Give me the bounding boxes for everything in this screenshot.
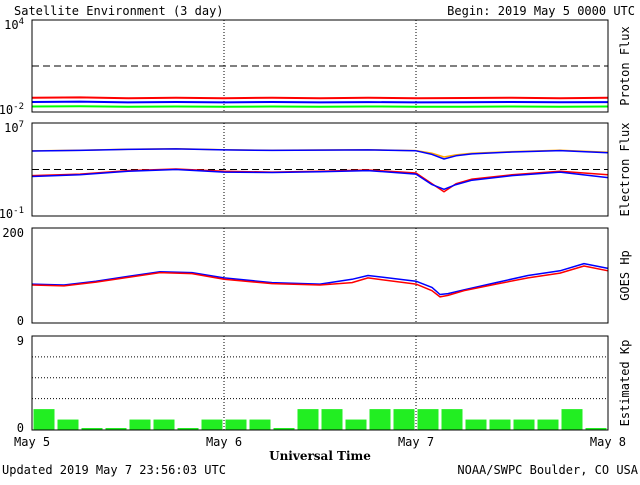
estimated-kp-bar [297, 409, 319, 430]
x-tick-label: May 8 [590, 435, 626, 449]
estimated-kp-bar [393, 409, 415, 430]
proton-flux-frame [31, 19, 609, 113]
estimated-kp-bar [57, 419, 79, 430]
estimated-kp-bar [345, 419, 367, 430]
estimated-kp-panel: 9 0 Estimated Kp [17, 334, 632, 435]
estimated-kp-label: Estimated Kp [618, 340, 632, 427]
estimated-kp-bar [273, 428, 295, 430]
estimated-kp-tick-label: 0 [17, 421, 24, 435]
electron-flux-frame [31, 122, 609, 217]
proton-flux-series-1 [31, 96, 609, 100]
estimated-kp-bar [441, 409, 463, 430]
estimated-kp-bar [489, 419, 511, 430]
estimated-kp-bar [129, 419, 151, 430]
estimated-kp-bar [201, 419, 223, 430]
updated-time: Updated 2019 May 7 23:56:03 UTC [2, 463, 226, 477]
estimated-kp-bar [417, 409, 439, 430]
proton-flux-label: Proton Flux [618, 26, 632, 105]
estimated-kp-tick-label: 9 [17, 334, 24, 348]
x-tick-label: May 6 [206, 435, 242, 449]
estimated-kp-bar [33, 409, 55, 430]
electron-flux-tick-label: 107 [4, 120, 24, 135]
electron-flux-label: Electron Flux [618, 123, 632, 217]
x-tick-label: May 5 [14, 435, 50, 449]
goes-hp-tick-label: 200 [2, 226, 24, 240]
begin-time: Begin: 2019 May 5 0000 UTC [447, 4, 635, 18]
x-tick-label: May 7 [398, 435, 434, 449]
estimated-kp-bar [225, 419, 247, 430]
electron-flux-series-2 [31, 148, 609, 160]
estimated-kp-bar [105, 428, 127, 430]
estimated-kp-bar [81, 428, 103, 430]
estimated-kp-bar [369, 409, 391, 430]
proton-flux-tick-label: 10-2 [0, 102, 24, 117]
proton-flux-panel: 104 10-2 Proton Flux [0, 17, 632, 117]
electron-flux-series-4 [31, 168, 609, 191]
goes-hp-frame [31, 227, 609, 324]
estimated-kp-bar [177, 428, 199, 430]
goes-hp-label: GOES Hp [618, 250, 632, 301]
x-axis-label: Universal Time [269, 449, 371, 463]
estimated-kp-bar [465, 419, 487, 430]
estimated-kp-bar [537, 419, 559, 430]
estimated-kp-bar [513, 419, 535, 430]
proton-flux-series-2 [31, 100, 609, 104]
proton-flux-series-3 [31, 105, 609, 108]
electron-flux-panel: 107 10-1 Electron Flux [0, 120, 632, 221]
estimated-kp-bar [321, 409, 343, 430]
goes-hp-series-1 [31, 262, 609, 296]
estimated-kp-bar [153, 419, 175, 430]
credit-text: NOAA/SWPC Boulder, CO USA [457, 463, 638, 477]
goes-hp-series-2 [31, 265, 609, 298]
proton-flux-tick-label: 104 [4, 17, 24, 32]
goes-hp-panel: 200 0 GOES Hp [2, 226, 632, 328]
chart-title: Satellite Environment (3 day) [14, 4, 224, 18]
electron-flux-tick-label: 10-1 [0, 206, 24, 221]
goes-hp-tick-label: 0 [17, 314, 24, 328]
estimated-kp-bar [561, 409, 583, 430]
estimated-kp-bar [585, 428, 607, 430]
estimated-kp-frame [31, 335, 609, 431]
estimated-kp-bar [249, 419, 271, 430]
